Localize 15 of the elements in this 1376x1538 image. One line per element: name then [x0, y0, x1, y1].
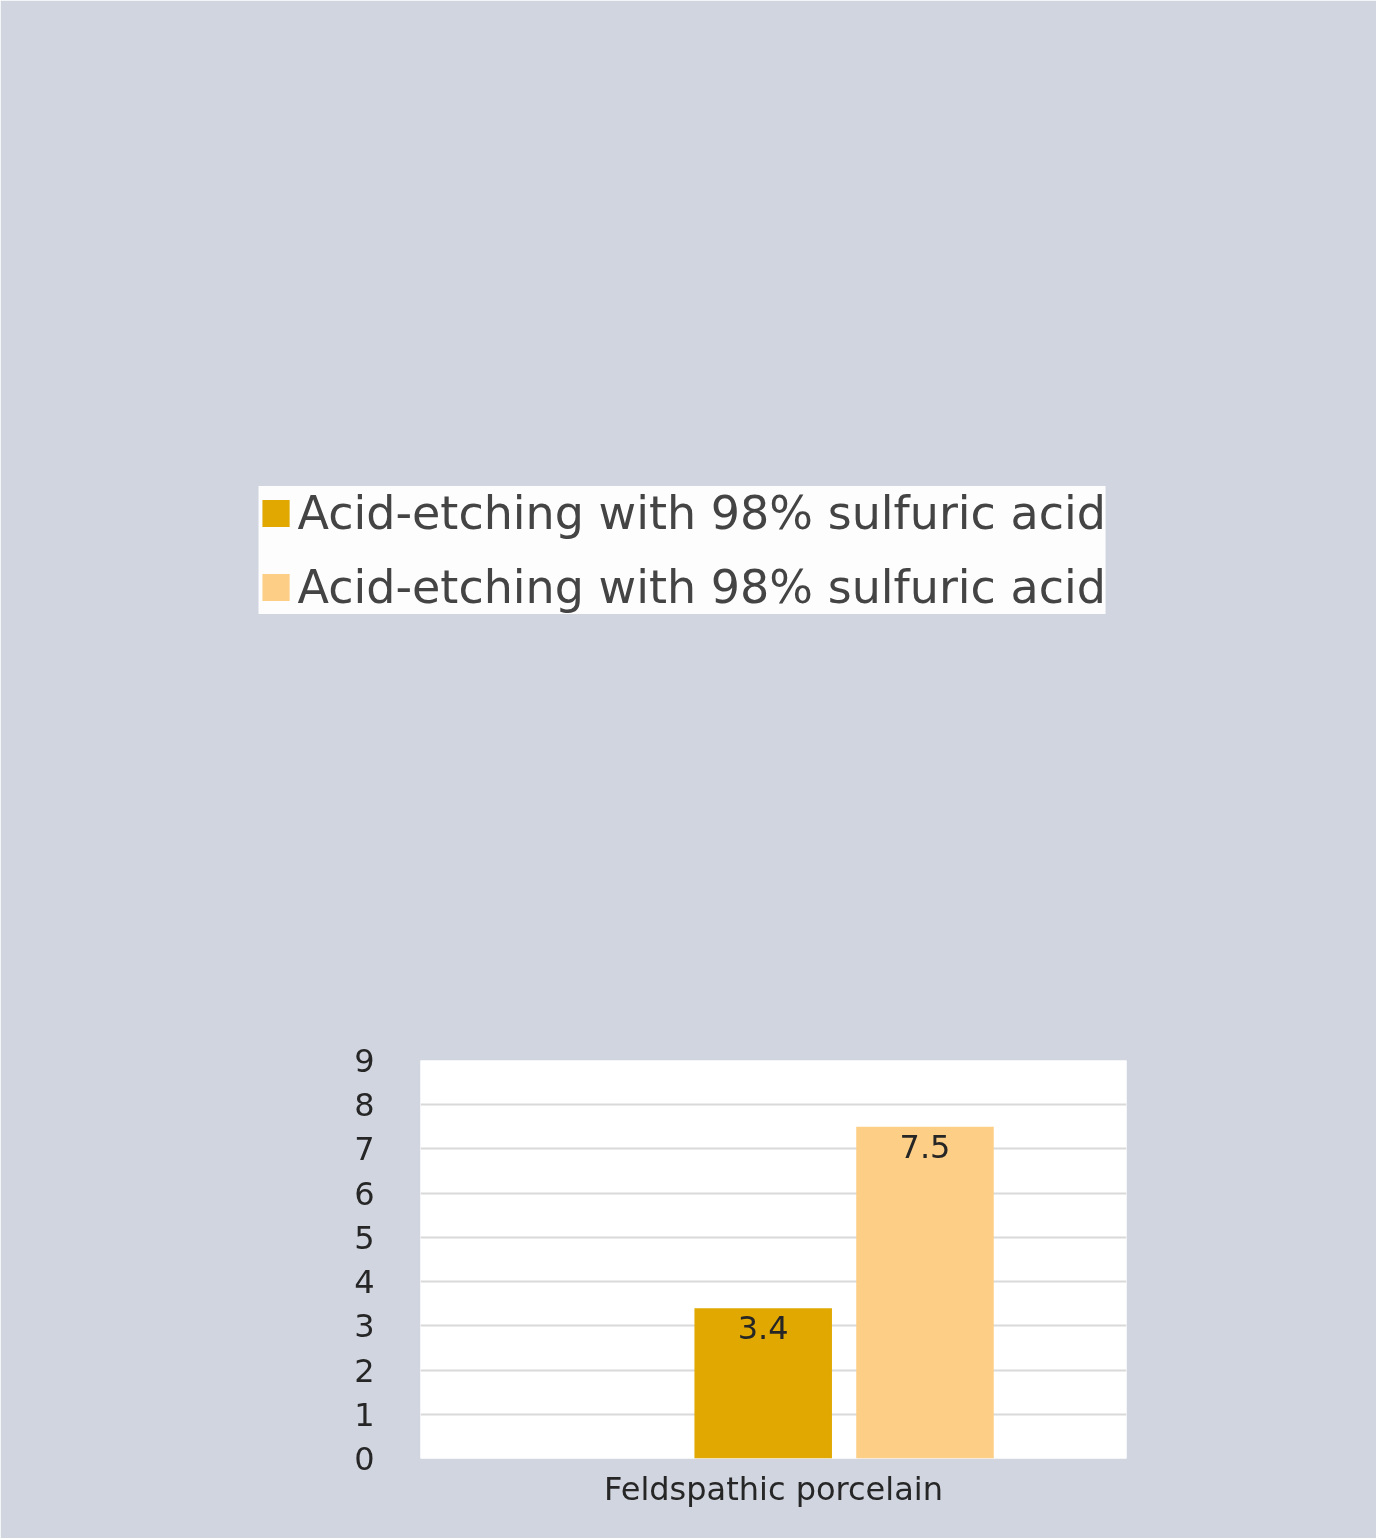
y-tick-label: 1 — [354, 1395, 375, 1434]
y-tick-label: 2 — [354, 1351, 375, 1390]
y-tick-label: 5 — [354, 1218, 375, 1257]
legend-label: Acid-etching with 98% sulfuric acid — [297, 560, 1106, 614]
y-tick-label: 6 — [354, 1174, 375, 1213]
y-tick-label: 8 — [354, 1086, 375, 1125]
y-tick-label: 4 — [354, 1263, 375, 1302]
data-label: 7.5 — [899, 1127, 951, 1166]
y-tick-label: 3 — [354, 1307, 375, 1346]
x-tick-label: Feldspathic porcelain — [604, 1469, 943, 1508]
y-tick-label: 9 — [354, 1042, 375, 1080]
y-tick-label: 0 — [354, 1440, 375, 1478]
legend-label: Acid-etching with 98% sulfuric acid — [297, 486, 1106, 540]
y-tick-label: 7 — [354, 1130, 375, 1169]
data-label: 3.4 — [737, 1309, 789, 1348]
